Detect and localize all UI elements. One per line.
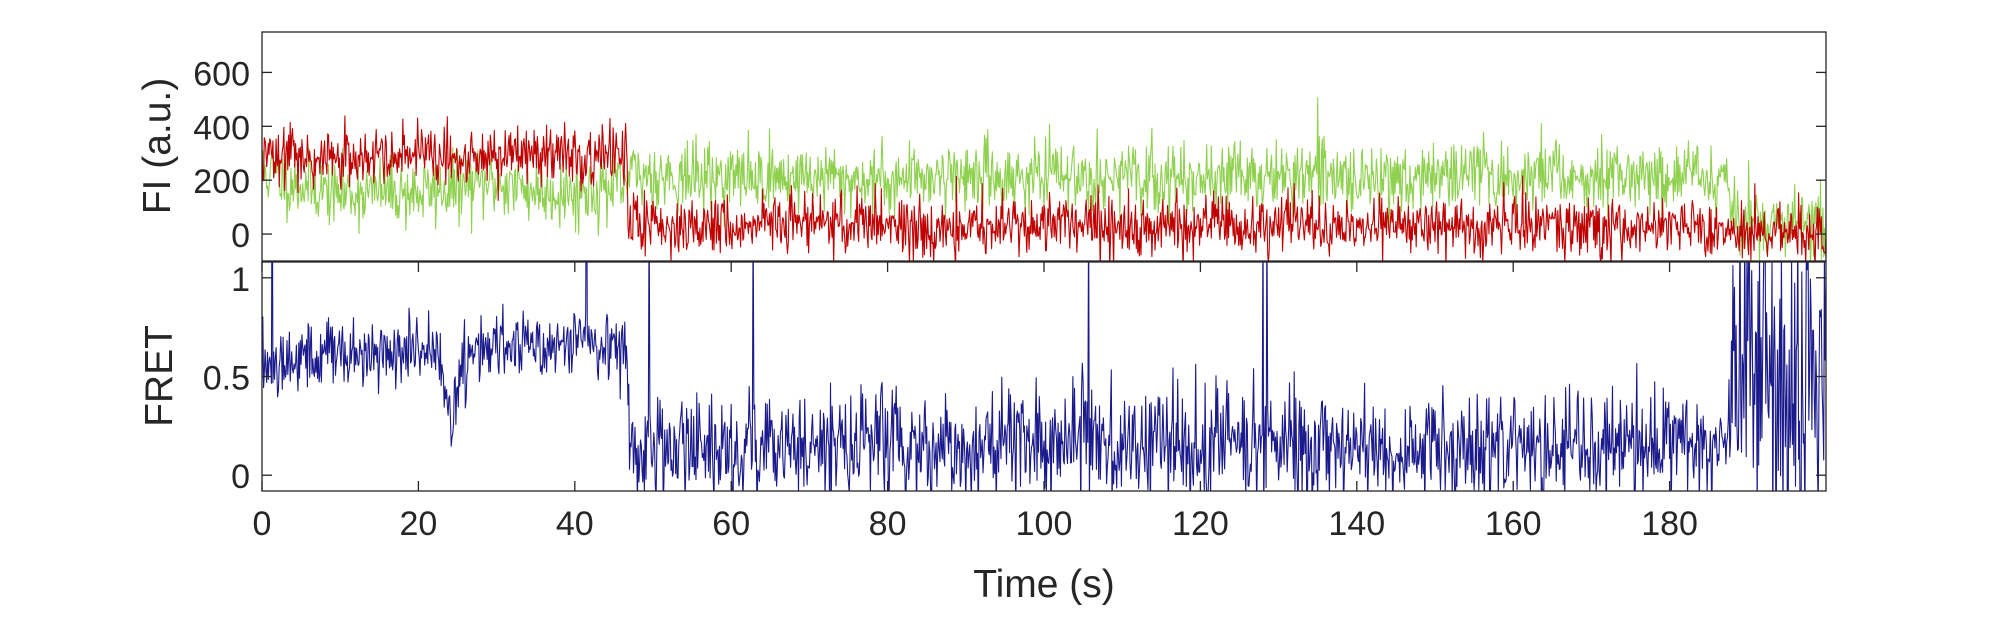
x-tick-label: 40 <box>556 505 594 543</box>
intensity-plot-area <box>262 32 1826 261</box>
y-tick-label: 0 <box>231 458 250 496</box>
x-tick-label: 160 <box>1485 505 1542 543</box>
fret-panel: 0 0.5 1 0 20 40 60 80 100 120 140 160 180 FRET Time … <box>138 261 1827 606</box>
y-tick-label: 0 <box>231 217 250 255</box>
y-tick-label: 0.5 <box>203 360 250 398</box>
x-tick-label: 60 <box>712 505 750 543</box>
intensity-trace-2 <box>262 115 1826 261</box>
intensity-traces <box>262 97 1826 261</box>
y-tick-label: 600 <box>193 55 250 93</box>
fret-trace-1 <box>262 262 1826 491</box>
y-tick-label: 1 <box>231 261 250 299</box>
fret-traces <box>262 262 1826 491</box>
intensity-y-axis-label: FI (a.u.) <box>136 78 179 215</box>
x-tick-label: 100 <box>1016 505 1073 543</box>
x-tick-label: 20 <box>399 505 437 543</box>
x-tick-label: 140 <box>1328 505 1385 543</box>
y-tick-label: 200 <box>193 163 250 201</box>
y-tick-label: 400 <box>193 109 250 147</box>
time-x-axis-label: Time (s) <box>973 563 1115 606</box>
fret-y-axis-label: FRET <box>138 325 181 427</box>
intensity-axes: 0 200 400 600 <box>193 55 1826 255</box>
intensity-panel: 0 200 400 600 FI (a.u.) <box>136 31 1827 262</box>
intensity-axes-box <box>261 31 1827 262</box>
fret-axes: 0 0.5 1 0 20 40 60 80 100 120 140 160 180 <box>203 261 1826 543</box>
x-tick-label: 180 <box>1641 505 1698 543</box>
x-tick-label: 120 <box>1172 505 1229 543</box>
fret-axes-box <box>261 261 1827 492</box>
x-tick-label: 0 <box>253 505 272 543</box>
x-tick-label: 80 <box>869 505 907 543</box>
